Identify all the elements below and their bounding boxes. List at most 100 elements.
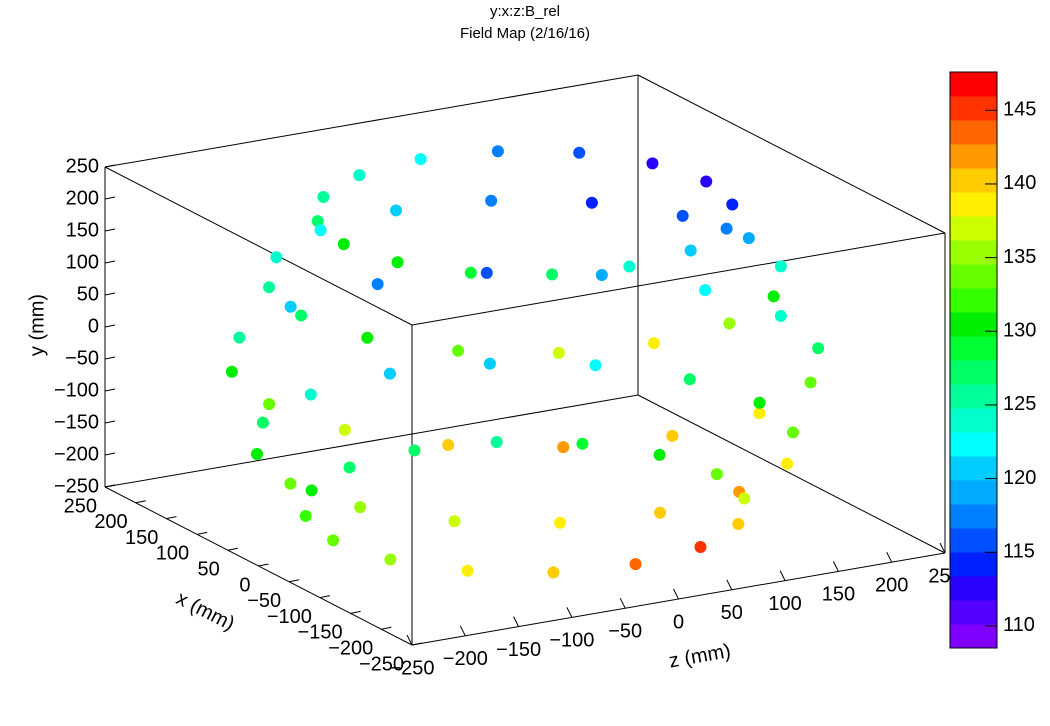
- y-tick-label: 50: [77, 283, 99, 305]
- data-point: [781, 457, 794, 470]
- y-tick-label: −150: [54, 411, 99, 433]
- data-point: [742, 232, 755, 245]
- x-tick-label: −250: [359, 653, 404, 675]
- data-point: [354, 501, 367, 514]
- data-point: [361, 331, 374, 344]
- data-point: [557, 441, 570, 454]
- y-tick-label: 150: [66, 219, 99, 241]
- z-tick-label: 0: [673, 611, 684, 633]
- data-point: [738, 492, 751, 505]
- data-point: [589, 359, 602, 372]
- data-point: [573, 146, 586, 159]
- chart-subtitle: Field Map (2/16/16): [460, 25, 590, 42]
- x-axis-title: x (mm): [173, 587, 238, 635]
- data-point: [774, 309, 787, 322]
- data-point: [390, 204, 403, 217]
- data-point: [654, 506, 667, 519]
- colorbar-band: [950, 120, 997, 145]
- colorbar-band: [950, 168, 997, 193]
- data-point: [646, 157, 659, 170]
- data-point: [343, 461, 356, 474]
- x-tick-label: 200: [94, 511, 127, 533]
- colorbar-band: [950, 216, 997, 241]
- box-edge: [104, 166, 413, 326]
- data-point: [490, 436, 503, 449]
- data-point: [547, 566, 560, 579]
- data-point: [720, 222, 733, 235]
- data-point: [554, 516, 567, 529]
- x-tick: [197, 531, 208, 535]
- colorbar-band: [950, 192, 997, 217]
- colorbar-band: [950, 144, 997, 169]
- z-tick-label: −150: [496, 639, 541, 661]
- z-tick-label: −200: [443, 648, 488, 670]
- y-tick: [104, 196, 116, 200]
- data-point: [576, 437, 589, 450]
- z-tick: [886, 551, 893, 563]
- z-tick-label: −250: [389, 657, 434, 679]
- data-point: [305, 484, 318, 497]
- y-tick: [104, 324, 116, 328]
- chart-title: y:x:z:B_rel: [490, 3, 560, 20]
- data-point: [753, 407, 766, 420]
- colorbar-tick-label: 140: [1003, 172, 1036, 194]
- data-point: [256, 416, 269, 429]
- y-tick-label: 0: [88, 315, 99, 337]
- y-tick: [104, 164, 116, 168]
- z-tick: [566, 607, 573, 618]
- colorbar-band: [950, 408, 997, 433]
- x-tick-label: −50: [247, 590, 281, 612]
- data-point: [753, 396, 766, 409]
- z-tick: [406, 634, 413, 646]
- colorbar-band: [950, 360, 997, 385]
- data-point: [314, 224, 327, 237]
- data-point: [774, 260, 787, 273]
- box-edge: [104, 394, 639, 488]
- data-point: [263, 281, 276, 294]
- data-point: [295, 309, 308, 322]
- data-point: [546, 268, 559, 281]
- data-point: [299, 509, 312, 522]
- data-point: [666, 429, 679, 442]
- box-edge: [637, 394, 946, 554]
- z-tick: [619, 597, 626, 609]
- data-point: [480, 266, 493, 279]
- data-point: [700, 175, 713, 188]
- colorbar-band: [950, 312, 997, 337]
- data-point: [699, 284, 712, 297]
- data-point: [371, 278, 384, 291]
- data-point: [317, 190, 330, 203]
- y-tick: [104, 388, 116, 392]
- x-tick: [166, 516, 177, 520]
- x-tick-label: 150: [125, 527, 158, 549]
- data-point: [353, 169, 366, 182]
- z-tick-label: 100: [768, 593, 801, 615]
- data-point: [804, 376, 817, 389]
- z-axis-title: z (mm): [667, 640, 732, 672]
- data-point: [408, 444, 421, 457]
- colorbar-band: [950, 528, 997, 553]
- colorbar-band: [950, 480, 997, 505]
- colorbar-tick-label: 115: [1003, 541, 1035, 563]
- data-point: [684, 244, 697, 257]
- data-point: [338, 423, 351, 436]
- data-point: [585, 196, 598, 209]
- x-tick: [350, 610, 361, 614]
- data-point: [552, 346, 565, 359]
- z-tick: [832, 561, 839, 572]
- z-tick: [726, 579, 733, 591]
- y-tick-label: 250: [66, 155, 99, 177]
- data-point: [767, 290, 780, 303]
- data-point: [270, 251, 283, 264]
- z-tick-label: 150: [822, 584, 855, 606]
- data-point: [327, 534, 340, 547]
- data-point: [595, 269, 608, 281]
- data-point: [647, 337, 660, 350]
- data-point: [383, 367, 396, 380]
- y-tick: [104, 356, 116, 360]
- x-tick-label: 50: [198, 558, 220, 580]
- data-point: [225, 365, 238, 378]
- data-point: [710, 468, 723, 481]
- y-tick: [104, 292, 116, 296]
